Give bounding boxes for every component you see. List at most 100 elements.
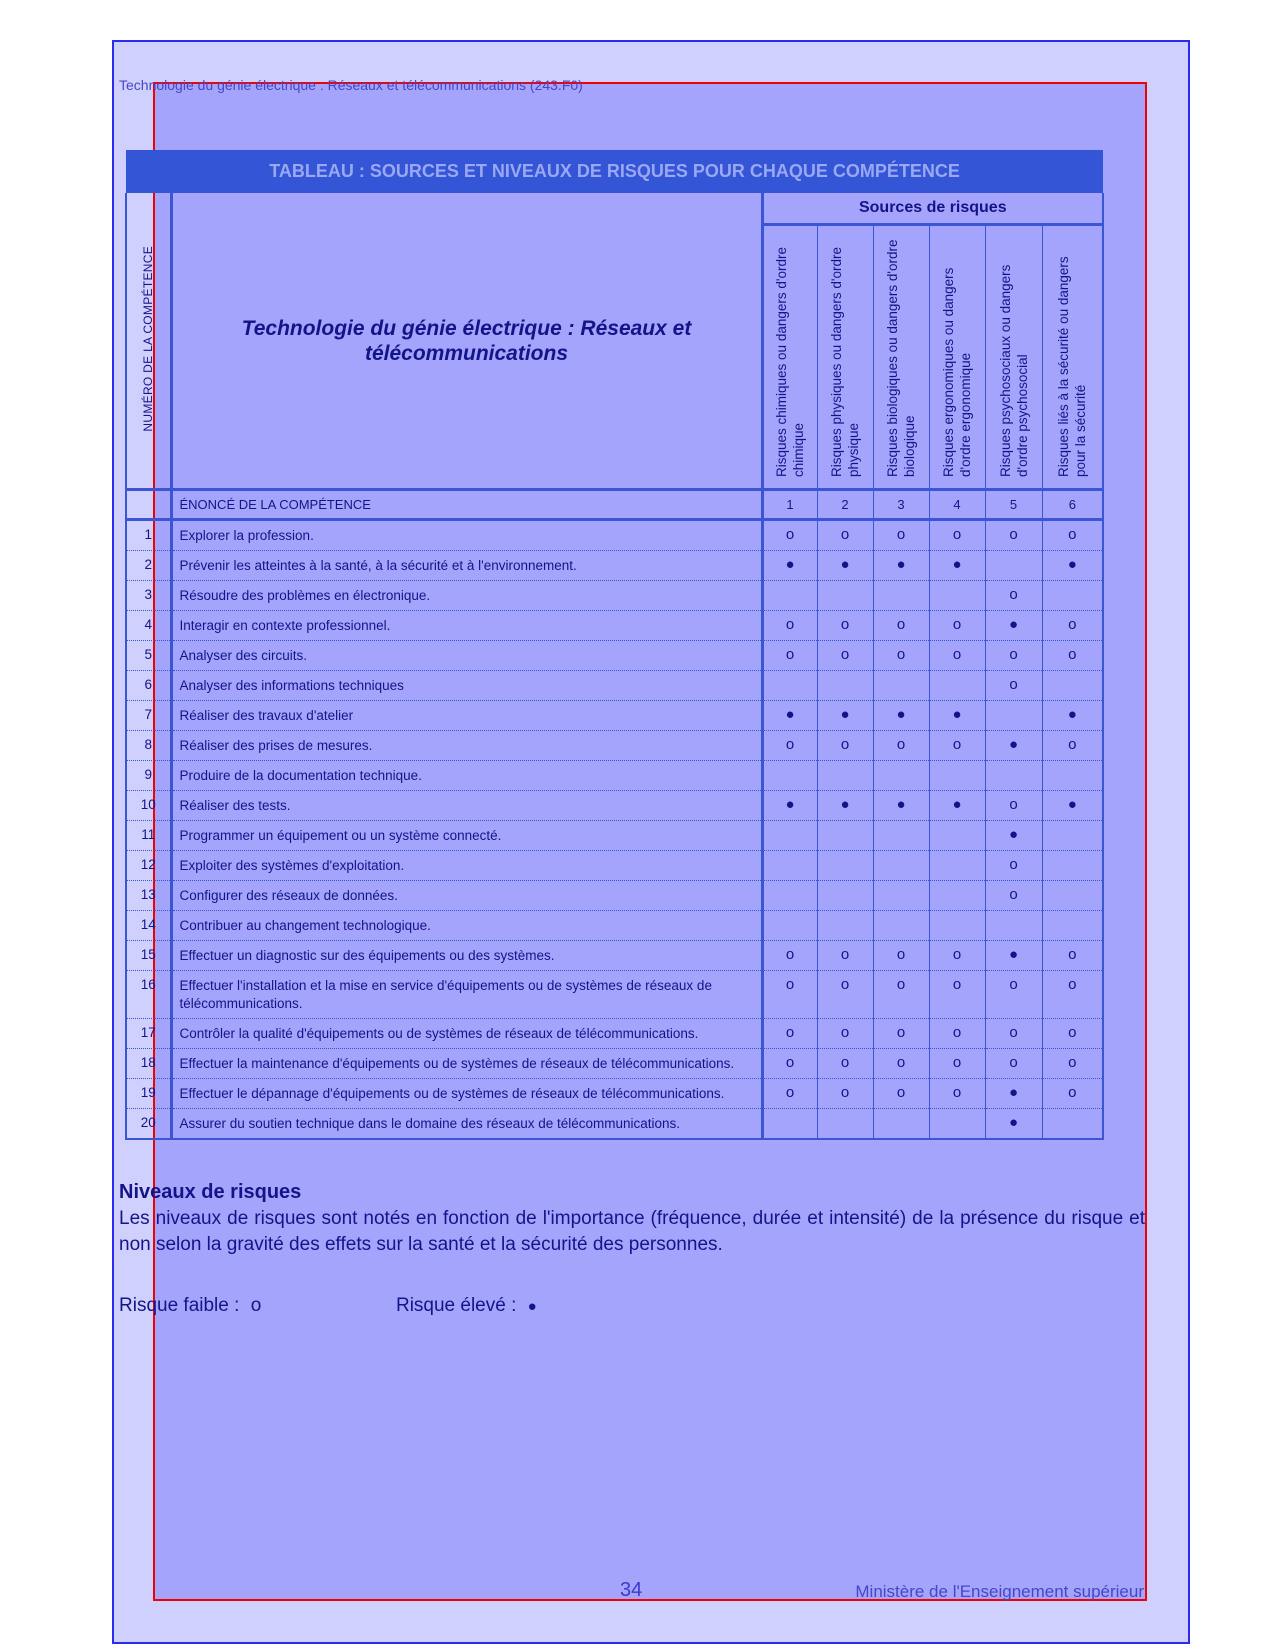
competence-statement: Explorer la profession. bbox=[171, 519, 764, 551]
empty-risk-cell bbox=[1041, 1108, 1104, 1139]
competence-statement: Programmer un équipement ou un système c… bbox=[171, 820, 764, 851]
table-row: 6 Analyser des informations techniques o bbox=[126, 670, 1104, 701]
empty-risk-cell bbox=[762, 880, 817, 911]
empty-risk-cell bbox=[762, 1109, 817, 1140]
number-header-cell: NUMÉRO DE LA COMPÉTENCE bbox=[125, 193, 173, 491]
risk-col-num: 4 bbox=[928, 488, 985, 521]
low-risk-marker: o bbox=[816, 1048, 873, 1079]
high-risk-marker: ● bbox=[984, 940, 1042, 971]
competence-number: 18 bbox=[126, 1048, 173, 1079]
empty-risk-cell bbox=[872, 580, 929, 611]
empty-risk-cell bbox=[816, 820, 873, 851]
high-risk-marker: ● bbox=[928, 790, 985, 821]
empty-risk-cell bbox=[984, 550, 1042, 581]
competence-number: 12 bbox=[126, 850, 173, 881]
empty-risk-cell bbox=[762, 820, 817, 851]
low-risk-marker: o bbox=[816, 940, 873, 971]
table-row: 4 Interagir en contexte professionnel. o o o… bbox=[126, 610, 1104, 641]
high-risk-marker: ● bbox=[984, 1108, 1042, 1139]
low-risk-marker: o bbox=[762, 640, 817, 671]
risk-column-label: Risques psychosociaux ou dangers d'ordre… bbox=[997, 264, 1030, 477]
low-risk-marker: o bbox=[816, 1078, 873, 1109]
competence-number: 1 bbox=[126, 519, 173, 551]
competence-statement: Assurer du soutien technique dans le dom… bbox=[171, 1108, 764, 1139]
page-body: TABLEAU : SOURCES ET NIVEAUX DE RISQUES … bbox=[119, 150, 1145, 1319]
competence-number: 14 bbox=[126, 910, 173, 941]
competence-number: 7 bbox=[126, 700, 173, 731]
risk-column-label: Risques liés à la sécurité ou dangers po… bbox=[1056, 256, 1089, 477]
low-risk-marker: o bbox=[984, 850, 1042, 881]
low-risk-marker: o bbox=[928, 730, 985, 761]
high-risk-marker: ● bbox=[762, 790, 817, 821]
table-row: 17 Contrôler la qualité d'équipements ou … bbox=[126, 1018, 1104, 1049]
empty-risk-cell bbox=[816, 880, 873, 911]
table-row: 8 Réaliser des prises de mesures. o o o o ● o bbox=[126, 730, 1104, 761]
empty-risk-cell bbox=[1041, 760, 1104, 791]
empty-risk-cell bbox=[872, 1108, 929, 1139]
empty-risk-cell bbox=[762, 760, 817, 791]
risk-col-num: 1 bbox=[762, 488, 817, 521]
low-risk-marker: o bbox=[984, 790, 1042, 821]
empty-risk-cell bbox=[1041, 850, 1104, 881]
high-risk-label: Risque élevé : bbox=[395, 1295, 517, 1316]
empty-risk-cell bbox=[928, 880, 985, 911]
competence-number: 16 bbox=[126, 970, 173, 1019]
table-row: 12 Exploiter des systèmes d'exploitation.… bbox=[126, 850, 1104, 881]
low-risk-marker: o bbox=[872, 1018, 929, 1049]
low-risk-marker: o bbox=[872, 1048, 929, 1079]
high-risk-marker: ● bbox=[984, 610, 1042, 641]
empty-risk-cell bbox=[1041, 880, 1104, 911]
low-risk-marker: o bbox=[816, 1018, 873, 1049]
low-risk-marker: o bbox=[928, 1078, 985, 1109]
low-risk-marker: o bbox=[928, 940, 985, 971]
empty-risk-cell bbox=[928, 760, 985, 791]
competence-number: 5 bbox=[126, 640, 173, 671]
competence-statement: Analyser des circuits. bbox=[171, 640, 764, 671]
low-risk-marker: o bbox=[762, 730, 817, 761]
table-row: 13 Configurer des réseaux de données. o bbox=[126, 880, 1104, 911]
competence-number: 6 bbox=[126, 670, 173, 701]
high-risk-marker: ● bbox=[1041, 700, 1104, 731]
table-title: TABLEAU : SOURCES ET NIVEAUX DE RISQUES … bbox=[126, 150, 1104, 193]
risk-col-num: 6 bbox=[1041, 488, 1105, 521]
sources-header: Sources de risques bbox=[762, 193, 1105, 226]
low-risk-marker: o bbox=[928, 1018, 985, 1049]
table-row: 9 Produire de la documentation technique. bbox=[126, 760, 1104, 791]
competence-statement: Produire de la documentation technique. bbox=[171, 760, 764, 791]
number-column-spacer bbox=[125, 488, 173, 521]
low-risk-marker: o bbox=[1041, 940, 1104, 971]
table-row: 2 Prévenir les atteintes à la santé, à la… bbox=[126, 550, 1104, 581]
low-risk-marker: o bbox=[928, 610, 985, 641]
low-risk-symbol: o bbox=[250, 1295, 262, 1316]
high-risk-marker: ● bbox=[872, 790, 929, 821]
low-risk-marker: o bbox=[1041, 1078, 1104, 1109]
risk-column-header: Risques chimiques ou dangers d'ordre chi… bbox=[762, 225, 817, 490]
competence-statement: Contribuer au changement technologique. bbox=[171, 910, 764, 941]
empty-risk-cell bbox=[928, 910, 985, 941]
risk-column-header: Risques biologiques ou dangers d'ordre b… bbox=[872, 224, 929, 490]
competence-number: 3 bbox=[126, 580, 173, 611]
low-risk-marker: o bbox=[984, 580, 1042, 611]
empty-risk-cell bbox=[762, 670, 817, 701]
empty-risk-cell bbox=[928, 1108, 985, 1139]
competence-number: 20 bbox=[126, 1108, 173, 1139]
high-risk-marker: ● bbox=[872, 700, 929, 731]
competence-statement: Effectuer l'installation et la mise en s… bbox=[171, 970, 764, 1019]
low-risk-marker: o bbox=[872, 970, 929, 1019]
competence-statement: Configurer des réseaux de données. bbox=[171, 880, 764, 911]
low-risk-marker: o bbox=[984, 670, 1042, 701]
low-risk-marker: o bbox=[928, 519, 985, 551]
competence-statement: Exploiter des systèmes d'exploitation. bbox=[171, 850, 764, 881]
table-row: 18 Effectuer la maintenance d'équipements… bbox=[126, 1048, 1104, 1079]
low-risk-marker: o bbox=[984, 880, 1042, 911]
risk-column-header: Risques liés à la sécurité ou dangers po… bbox=[1041, 224, 1104, 490]
high-risk-marker: ● bbox=[984, 1078, 1042, 1109]
low-risk-marker: o bbox=[762, 970, 817, 1019]
risk-column-header: Risques ergonomiques ou dangers d'ordre … bbox=[928, 224, 985, 490]
empty-risk-cell bbox=[816, 850, 873, 881]
empty-risk-cell bbox=[1041, 820, 1104, 851]
competence-number: 4 bbox=[126, 610, 173, 641]
low-risk-marker: o bbox=[872, 940, 929, 971]
low-risk-marker: o bbox=[872, 610, 929, 641]
low-risk-marker: o bbox=[1041, 610, 1104, 641]
